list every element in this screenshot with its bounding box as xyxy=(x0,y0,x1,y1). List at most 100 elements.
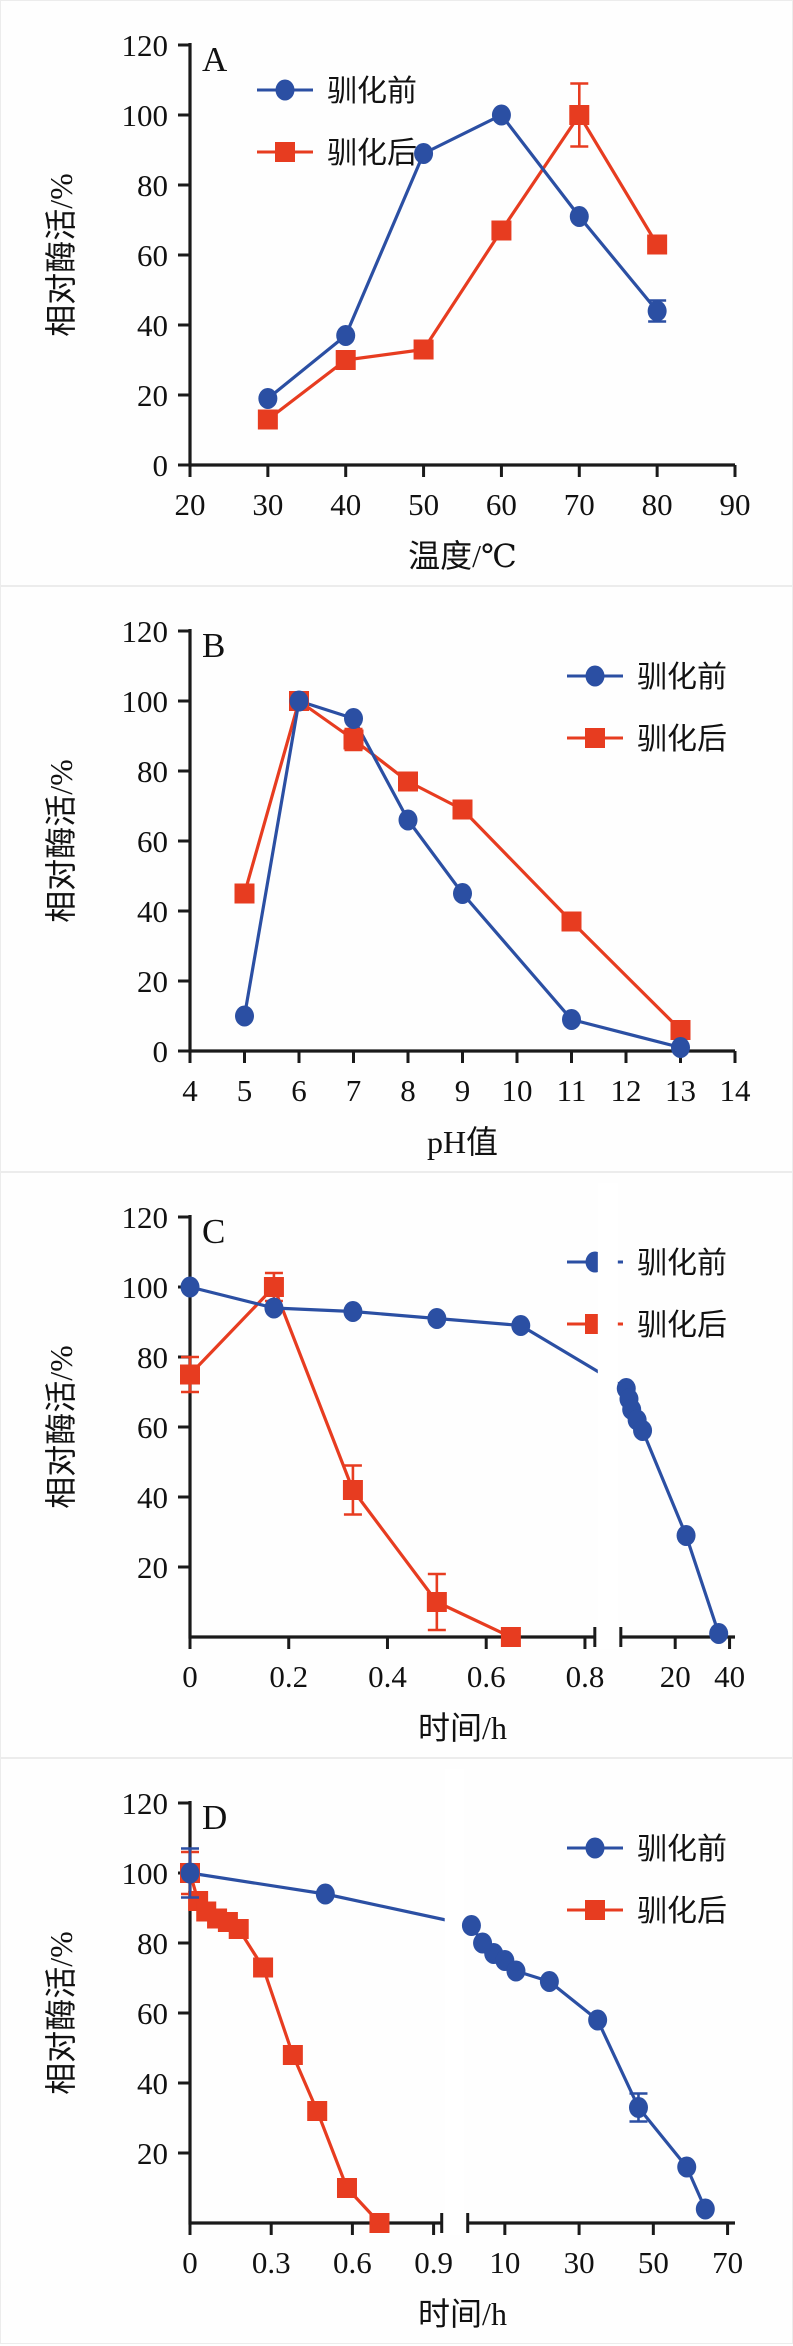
x-tick-label: 0.3 xyxy=(252,2245,291,2280)
data-point-square xyxy=(369,2213,390,2233)
panel-c: 20 40 60 80 100 120 0 0.2 0.4 0.6 0.8 20 40 时间/h 相对酶活/… xyxy=(0,1172,793,1758)
data-point-circle xyxy=(671,1037,690,1058)
x-tick-label: 6 xyxy=(291,1073,307,1108)
data-point-circle xyxy=(491,104,511,126)
y-tick-label: 0 xyxy=(153,1034,169,1069)
legend-label: 驯化后 xyxy=(637,723,727,756)
y-axis-title: 相对酶活/% xyxy=(43,759,79,923)
series-line-after xyxy=(188,1285,512,1639)
y-tick-label: 80 xyxy=(137,1926,168,1961)
y-tick-label: 120 xyxy=(122,28,169,63)
x-tick-label: 30 xyxy=(564,2245,595,2280)
x-tick-label: 11 xyxy=(557,1073,587,1108)
x-tick-label: 4 xyxy=(182,1073,198,1108)
legend-item: 驯化后 xyxy=(257,137,417,170)
panel-letter: A xyxy=(202,40,228,79)
y-tick-label: 0 xyxy=(153,448,169,483)
data-point-circle xyxy=(677,2156,697,2178)
legend-label: 驯化前 xyxy=(637,661,727,694)
x-tick-label: 7 xyxy=(346,1073,362,1108)
data-point-circle xyxy=(562,1009,581,1030)
x-tick-label: 12 xyxy=(611,1073,642,1108)
data-point-circle xyxy=(585,665,605,687)
x-tick-label: 50 xyxy=(408,487,439,522)
panel-b-chart: 0 20 40 60 80 100 120 4 5 6 7 8 9 10 11 12 13 14 pH值 相对酶活/%… xyxy=(43,614,752,1160)
legend-item: 驯化后 xyxy=(567,723,727,756)
data-point-circle xyxy=(633,1420,653,1441)
series-line-before xyxy=(242,699,681,1050)
y-tick-label: 80 xyxy=(137,1340,168,1375)
x-tick-label: 0 xyxy=(182,2245,198,2280)
x-tick-label: 14 xyxy=(720,1073,752,1108)
data-point-circle xyxy=(180,1862,200,1884)
y-tick-label: 100 xyxy=(122,1270,169,1305)
y-tick-label: 60 xyxy=(137,1410,168,1445)
legend-item: 驯化前 xyxy=(567,1833,727,1866)
x-axis-title: 时间/h xyxy=(418,2296,507,2332)
data-point-square xyxy=(569,105,590,125)
data-point-square xyxy=(335,350,356,370)
data-point-circle xyxy=(289,690,309,712)
data-point-circle xyxy=(506,1960,526,1982)
data-point-circle xyxy=(414,143,434,164)
legend-label: 驯化后 xyxy=(637,1895,727,1928)
data-point-circle xyxy=(427,1308,447,1329)
data-point-square xyxy=(180,1364,200,1385)
data-point-circle xyxy=(315,1883,335,1905)
data-point-circle xyxy=(275,79,295,101)
data-point-circle xyxy=(588,2009,608,2031)
data-point-circle xyxy=(343,1301,363,1322)
panel-d: 20 40 60 80 100 120 0 0.3 0.6 0.9 10 30 50 70 时间/h 相对酶活… xyxy=(0,1758,793,2344)
y-tick-label: 60 xyxy=(137,824,168,859)
data-point-circle xyxy=(695,2198,715,2220)
data-point-circle xyxy=(511,1315,531,1336)
x-tick-label: 0.6 xyxy=(333,2245,372,2280)
panel-c-chart: 20 40 60 80 100 120 0 0.2 0.4 0.6 0.8 20 40 时间/h 相对酶活/… xyxy=(43,1183,745,1746)
x-axis-title: 温度/℃ xyxy=(408,538,517,574)
x-axis-title: pH值 xyxy=(427,1124,498,1160)
y-tick-label: 20 xyxy=(137,964,168,999)
x-tick-label: 30 xyxy=(252,487,283,522)
data-point-square xyxy=(342,1480,363,1500)
x-tick-label: 0.4 xyxy=(368,1659,407,1694)
y-tick-label: 100 xyxy=(122,684,169,719)
panel-b: 0 20 40 60 80 100 120 4 5 6 7 8 9 10 11 12 13 14 pH值 相对酶活/%… xyxy=(0,586,793,1172)
series-line-before xyxy=(266,113,659,400)
panel-letter: B xyxy=(202,626,225,665)
y-tick-label: 80 xyxy=(137,168,168,203)
y-tick-label: 20 xyxy=(137,378,168,413)
data-point-circle xyxy=(398,809,418,831)
legend-label: 驯化前 xyxy=(327,75,417,108)
y-tick-label: 40 xyxy=(137,308,168,343)
x-tick-label: 0.8 xyxy=(566,1659,605,1694)
data-point-circle xyxy=(235,1005,254,1027)
data-point-square xyxy=(452,799,473,820)
legend-item: 驯化前 xyxy=(257,75,417,108)
y-tick-label: 20 xyxy=(137,1550,168,1585)
y-tick-label: 120 xyxy=(122,614,169,649)
axis-break-gap xyxy=(597,1183,618,1649)
series-line-after xyxy=(242,699,682,1032)
y-axis-title: 相对酶活/% xyxy=(43,1931,79,2095)
x-tick-label: 9 xyxy=(455,1073,471,1108)
data-point-circle xyxy=(453,883,472,904)
legend-item: 驯化后 xyxy=(567,1895,727,1928)
panel-letter: C xyxy=(202,1212,225,1251)
y-tick-label: 100 xyxy=(122,98,169,133)
x-tick-label: 70 xyxy=(564,487,595,522)
x-tick-label: 10 xyxy=(502,1073,533,1108)
y-tick-label: 20 xyxy=(137,2136,168,2171)
data-point-circle xyxy=(264,1297,284,1319)
data-point-square xyxy=(228,1919,249,1939)
data-point-square xyxy=(398,771,418,792)
x-tick-label: 0.6 xyxy=(467,1659,506,1694)
y-tick-label: 40 xyxy=(137,894,168,929)
series-line-after xyxy=(266,113,659,421)
x-tick-label: 60 xyxy=(486,487,517,522)
data-point-square xyxy=(263,1277,284,1297)
data-point-circle xyxy=(628,2097,648,2118)
legend-label: 驯化前 xyxy=(637,1833,727,1866)
data-point-circle xyxy=(569,206,589,227)
